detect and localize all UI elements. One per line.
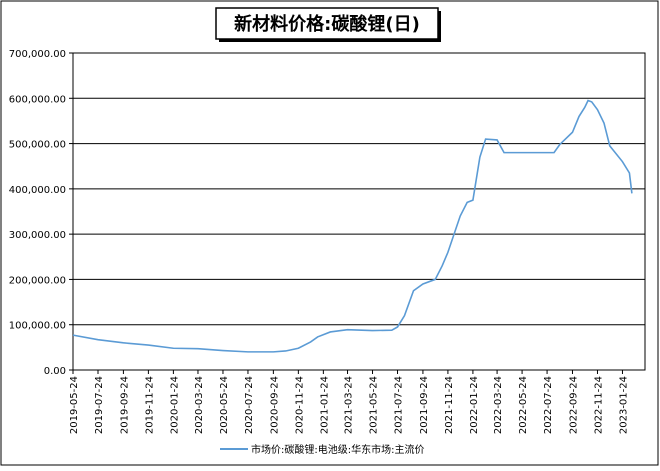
chart-title: 新材料价格:碳酸锂(日) bbox=[234, 13, 420, 35]
x-tick-label: 2019-07-24 bbox=[94, 376, 105, 434]
line-series bbox=[72, 99, 633, 353]
x-tick-label: 2021-03-24 bbox=[344, 376, 355, 434]
x-tick-label: 2021-09-24 bbox=[419, 376, 430, 434]
y-tick-label: 400,000.00 bbox=[9, 185, 66, 196]
x-tick-label: 2020-09-24 bbox=[269, 376, 280, 434]
x-tick-label: 2021-11-24 bbox=[444, 376, 455, 434]
x-tick-label: 2020-07-24 bbox=[244, 376, 255, 434]
x-tick-label: 2021-07-24 bbox=[394, 376, 405, 434]
y-tick-label: 500,000.00 bbox=[9, 140, 66, 151]
x-tick-label: 2020-11-24 bbox=[294, 376, 305, 434]
y-tick-label: 600,000.00 bbox=[9, 94, 66, 105]
x-tick-label: 2021-05-24 bbox=[369, 376, 380, 434]
x-tick-label: 2022-11-24 bbox=[593, 376, 604, 434]
x-tick-label: 2022-09-24 bbox=[568, 376, 579, 434]
x-tick-label: 2022-05-24 bbox=[518, 376, 529, 434]
x-tick-label: 2019-11-24 bbox=[144, 376, 155, 434]
x-tick-label: 2022-03-24 bbox=[493, 376, 504, 434]
x-tick-label: 2020-01-24 bbox=[169, 376, 180, 434]
x-tick-label: 2022-07-24 bbox=[543, 376, 554, 434]
title-box bbox=[215, 7, 439, 40]
x-tick-label: 2019-05-24 bbox=[69, 376, 80, 434]
plot-border bbox=[72, 52, 646, 371]
x-tick-label: 2020-03-24 bbox=[194, 376, 205, 434]
y-tick-label: 0.00 bbox=[44, 366, 66, 377]
y-tick-label: 300,000.00 bbox=[9, 230, 66, 241]
y-tick-label: 200,000.00 bbox=[9, 275, 66, 286]
y-tick-label: 700,000.00 bbox=[9, 49, 66, 60]
x-tick-label: 2021-01-24 bbox=[319, 376, 330, 434]
x-tick-label: 2020-05-24 bbox=[219, 376, 230, 434]
x-tick-label: 2023-01-24 bbox=[618, 376, 629, 434]
x-tick-label: 2022-01-24 bbox=[469, 376, 480, 434]
y-tick-label: 100,000.00 bbox=[9, 321, 66, 332]
legend-label: 市场价:碳酸锂:电池级:华东市场:主流价 bbox=[251, 443, 424, 456]
x-tick-label: 2019-09-24 bbox=[119, 376, 130, 434]
